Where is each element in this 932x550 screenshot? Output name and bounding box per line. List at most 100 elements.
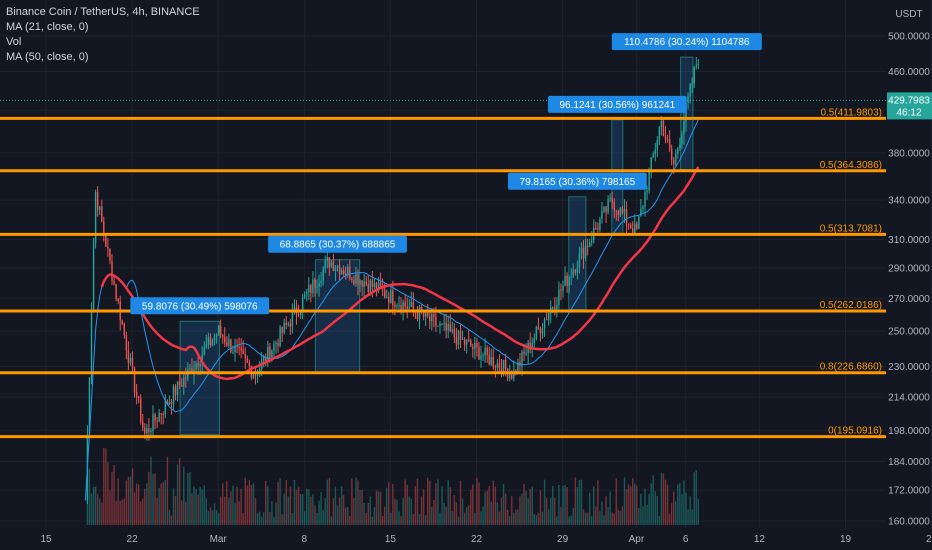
- volume-bar: [314, 505, 316, 525]
- volume-bar: [158, 487, 160, 525]
- symbol-title[interactable]: Binance Coin / TetherUS, 4h, BINANCE: [6, 6, 200, 18]
- ma50-legend[interactable]: MA (50, close, 0): [6, 51, 89, 63]
- volume-bar: [330, 516, 333, 525]
- measurement-label-box: [611, 33, 762, 51]
- volume-bar: [154, 473, 156, 525]
- volume-bar: [412, 514, 415, 525]
- volume-bar: [597, 480, 599, 525]
- candle-body: [689, 84, 691, 97]
- volume-bar: [299, 493, 302, 525]
- volume-bar: [98, 498, 101, 525]
- candle-body: [142, 421, 144, 428]
- volume-bar: [687, 509, 689, 525]
- volume-bar: [295, 489, 298, 525]
- volume-bar: [197, 494, 199, 525]
- volume-bar: [511, 496, 513, 525]
- volume-bar: [429, 480, 431, 525]
- volume-legend[interactable]: Vol: [6, 36, 22, 48]
- volume-bar: [601, 501, 603, 525]
- candle-body: [230, 339, 232, 353]
- volume-bar: [297, 486, 300, 525]
- volume-bar: [488, 486, 490, 525]
- volume-bar: [611, 512, 613, 525]
- candle-body: [262, 356, 265, 361]
- candle-body: [476, 342, 478, 347]
- volume-bar: [543, 479, 546, 525]
- volume-bar: [353, 497, 355, 525]
- volume-bar: [176, 464, 179, 525]
- measurement-labels: 59.8076 (30.49%) 598076 68.8865 (30.37%) …: [130, 33, 762, 315]
- candle-body: [656, 140, 659, 150]
- volume-bar: [613, 513, 615, 525]
- candle-body: [406, 306, 408, 309]
- candle-body: [109, 248, 111, 261]
- volume-bar: [666, 484, 669, 525]
- candle-body: [98, 206, 101, 210]
- volume-bar: [494, 486, 497, 525]
- candle-body: [306, 291, 308, 295]
- ma21-legend[interactable]: MA (21, close, 0): [6, 21, 89, 33]
- candle-body: [148, 428, 150, 433]
- volume-bar: [258, 511, 261, 525]
- volume-bar: [174, 495, 177, 525]
- volume-bar: [508, 516, 511, 525]
- volume-bar: [146, 483, 148, 525]
- volume-bar: [685, 492, 687, 525]
- time-axis[interactable]: 15 22 Mar 8 15 22 29 Apr 6 12 19 26: [40, 534, 932, 545]
- volume-bar: [164, 480, 167, 525]
- volume-bar: [135, 483, 138, 525]
- candle-body: [437, 325, 439, 327]
- volume-bar: [447, 480, 449, 525]
- candle-body: [654, 149, 656, 155]
- candle-body: [523, 351, 525, 354]
- candle-body: [465, 339, 468, 345]
- candle-body: [388, 296, 390, 303]
- candle-body: [347, 266, 349, 274]
- candle-body: [211, 340, 214, 345]
- candle-body: [101, 206, 103, 222]
- candle-body: [648, 171, 650, 191]
- volume-bar: [383, 506, 386, 525]
- volume-bar: [568, 516, 570, 525]
- candle-body: [586, 245, 589, 247]
- candle-body: [599, 218, 601, 230]
- candle-body: [135, 392, 138, 397]
- price-tick-label: 380.0000: [888, 148, 930, 159]
- volume-bar: [527, 498, 529, 525]
- volume-bar: [322, 510, 324, 525]
- candle-body: [455, 337, 458, 345]
- candle-body: [552, 307, 554, 309]
- candle-body: [371, 280, 374, 287]
- volume-bar: [232, 485, 234, 525]
- volume-bar: [441, 486, 443, 525]
- candle-body: [601, 211, 603, 219]
- candle-body: [396, 305, 398, 307]
- volume-bar: [281, 514, 283, 525]
- candle-body: [195, 362, 197, 370]
- volume-bar: [640, 493, 642, 525]
- candle-body: [562, 285, 564, 291]
- time-tick-label: 6: [683, 534, 689, 545]
- volume-bar: [451, 511, 454, 525]
- candle-body: [312, 279, 314, 293]
- candle-body: [431, 313, 433, 322]
- candle-body: [246, 358, 249, 363]
- volume-bar: [457, 516, 460, 525]
- candle-body: [183, 377, 185, 387]
- candle-body: [574, 270, 577, 273]
- candle-body: [209, 337, 212, 345]
- candle-body: [207, 337, 210, 346]
- volume-bar: [621, 505, 624, 525]
- candle-body: [308, 285, 310, 292]
- candle-body: [461, 338, 464, 340]
- volume-bar: [180, 500, 183, 525]
- candle-body: [513, 370, 515, 379]
- volume-bar: [219, 496, 222, 525]
- volume-bar: [648, 493, 650, 525]
- price-tick-label: 270.0000: [888, 294, 930, 305]
- candle-body: [408, 307, 410, 309]
- candle-body: [162, 413, 164, 415]
- candle-body: [158, 413, 160, 422]
- price-axis-unit: USDT: [895, 9, 922, 20]
